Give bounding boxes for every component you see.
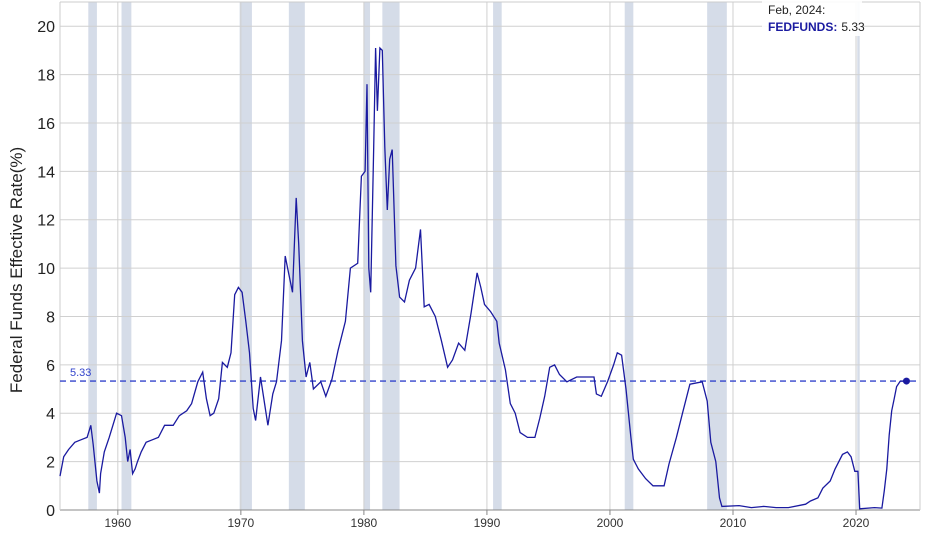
y-axis-label: Federal Funds Effective Rate(%)	[7, 147, 26, 393]
recession-band	[363, 2, 371, 510]
y-tick-label: 2	[46, 455, 55, 472]
recession-band	[493, 2, 502, 510]
y-tick-label: 6	[46, 358, 55, 375]
recession-band	[239, 2, 252, 510]
tooltip-series: FEDFUNDS:	[768, 20, 837, 34]
tooltip-date: Feb, 2024:	[768, 3, 825, 17]
y-tick-label: 16	[37, 116, 55, 133]
x-tick-label: 2000	[597, 516, 624, 530]
x-tick-label: 1980	[351, 516, 378, 530]
y-tick-label: 12	[37, 213, 55, 230]
x-tick-label: 1960	[104, 516, 131, 530]
x-tick-label: 2020	[843, 516, 870, 530]
recession-band	[624, 2, 634, 510]
x-tick-label: 1970	[228, 516, 255, 530]
recession-band	[707, 2, 727, 510]
reference-label: 5.33	[70, 367, 91, 379]
x-tick-label: 1990	[474, 516, 501, 530]
y-tick-label: 14	[37, 164, 55, 181]
recession-band	[382, 2, 400, 510]
y-tick-label: 18	[37, 68, 55, 85]
last-point	[902, 377, 910, 385]
recession-band	[288, 2, 305, 510]
y-tick-label: 10	[37, 261, 55, 278]
recession-band	[121, 2, 132, 510]
y-tick-label: 4	[46, 406, 55, 423]
y-tick-label: 8	[46, 309, 55, 326]
y-tick-label: 0	[46, 503, 55, 520]
tooltip-value: FEDFUNDS: 5.33	[768, 20, 865, 34]
tooltip-number: 5.33	[841, 20, 865, 34]
tooltip-box	[762, 0, 862, 36]
x-tick-label: 2010	[720, 516, 747, 530]
recession-band	[857, 2, 860, 510]
y-tick-label: 20	[37, 19, 55, 36]
recession-band	[88, 2, 97, 510]
data-line	[59, 46, 907, 510]
